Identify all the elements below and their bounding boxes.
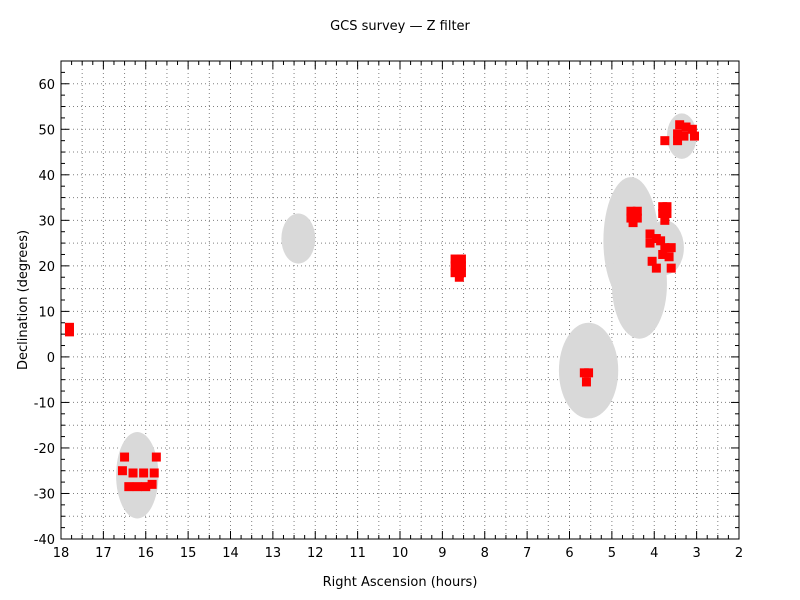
observation-point [151,452,161,462]
x-tick-label: 3 [692,546,700,561]
x-tick-label: 10 [392,546,409,561]
observation-point [64,322,74,332]
observation-point [450,261,460,271]
x-tick-label: 14 [222,546,239,561]
observation-point [626,213,636,223]
axis-ticks: 18 17 16 15 14 13 12 11 10 9 8 7 6 5 4 3 2 -40 -30 -20 -10 0 1… [34,60,743,561]
observation-point [651,263,661,273]
observation-point [117,466,127,476]
observation-point [656,236,666,246]
observation-point [456,254,466,264]
y-tick-label: 10 [38,305,55,320]
observation-point [675,120,685,130]
observation-point [124,482,134,492]
y-tick-label: -40 [34,533,55,548]
observation-point [628,218,638,228]
x-tick-label: 16 [137,546,154,561]
observation-point [662,209,672,219]
x-tick-label: 17 [95,546,112,561]
x-tick-label: 11 [349,546,366,561]
observation-point [632,213,642,223]
observation-point [647,256,657,266]
observation-points [64,120,700,492]
y-tick-label: -30 [34,487,55,502]
observation-point [660,136,670,146]
observation-point [664,252,674,262]
chart-title: GCS survey — Z filter [330,19,470,34]
observation-point [660,243,670,253]
observation-point [456,268,466,278]
x-tick-label: 15 [180,546,197,561]
x-tick-label: 2 [735,546,743,561]
observation-point [662,202,672,212]
observation-point [581,377,591,387]
observation-point [666,243,676,253]
y-tick-label: 40 [38,169,55,184]
observation-point [645,238,655,248]
observation-point [632,206,642,216]
observation-point [666,263,676,273]
observation-point [690,131,700,141]
x-tick-label: 4 [650,546,658,561]
observation-point [149,468,159,478]
observation-point [658,249,668,259]
y-tick-label: 50 [38,123,55,138]
observation-point [584,368,594,378]
observation-point [673,129,683,139]
observation-point [679,131,689,141]
observation-point [450,254,460,264]
observation-point [132,482,142,492]
observation-point [645,229,655,239]
observation-point [687,124,697,134]
survey-fields [116,113,697,519]
observation-point [128,468,138,478]
y-tick-label: -10 [34,396,55,411]
observation-point [141,482,151,492]
observation-point [450,268,460,278]
x-tick-label: 9 [438,546,446,561]
x-tick-label: 18 [53,546,70,561]
observation-point [147,479,157,489]
observation-point [673,136,683,146]
observation-point [660,215,670,225]
observation-point [454,272,464,282]
x-tick-label: 8 [481,546,489,561]
x-axis-label: Right Ascension (hours) [323,575,478,590]
observation-point [64,327,74,337]
x-tick-label: 7 [523,546,531,561]
observation-point [626,206,636,216]
y-tick-label: 30 [38,214,55,229]
y-tick-label: 20 [38,260,55,275]
observation-point [456,261,466,271]
observation-point [120,452,130,462]
y-tick-label: 60 [38,78,55,93]
observation-point [139,468,149,478]
y-tick-label: 0 [47,351,55,366]
x-tick-label: 6 [565,546,573,561]
survey-field-region [281,213,316,264]
y-axis-label: Declination (degrees) [16,230,31,370]
x-tick-label: 12 [307,546,324,561]
observation-point [681,122,691,132]
x-tick-label: 13 [265,546,282,561]
y-tick-label: -20 [34,442,55,457]
x-tick-label: 5 [608,546,616,561]
